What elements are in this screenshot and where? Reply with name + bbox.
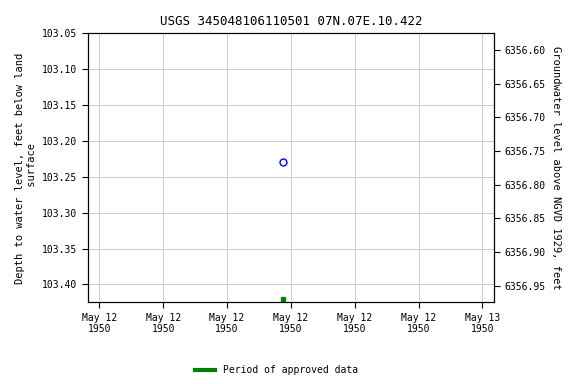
Title: USGS 345048106110501 07N.07E.10.422: USGS 345048106110501 07N.07E.10.422 (160, 15, 422, 28)
Y-axis label: Groundwater level above NGVD 1929, feet: Groundwater level above NGVD 1929, feet (551, 46, 561, 290)
Y-axis label: Depth to water level, feet below land
 surface: Depth to water level, feet below land su… (15, 52, 37, 283)
Legend: Period of approved data: Period of approved data (191, 361, 362, 379)
